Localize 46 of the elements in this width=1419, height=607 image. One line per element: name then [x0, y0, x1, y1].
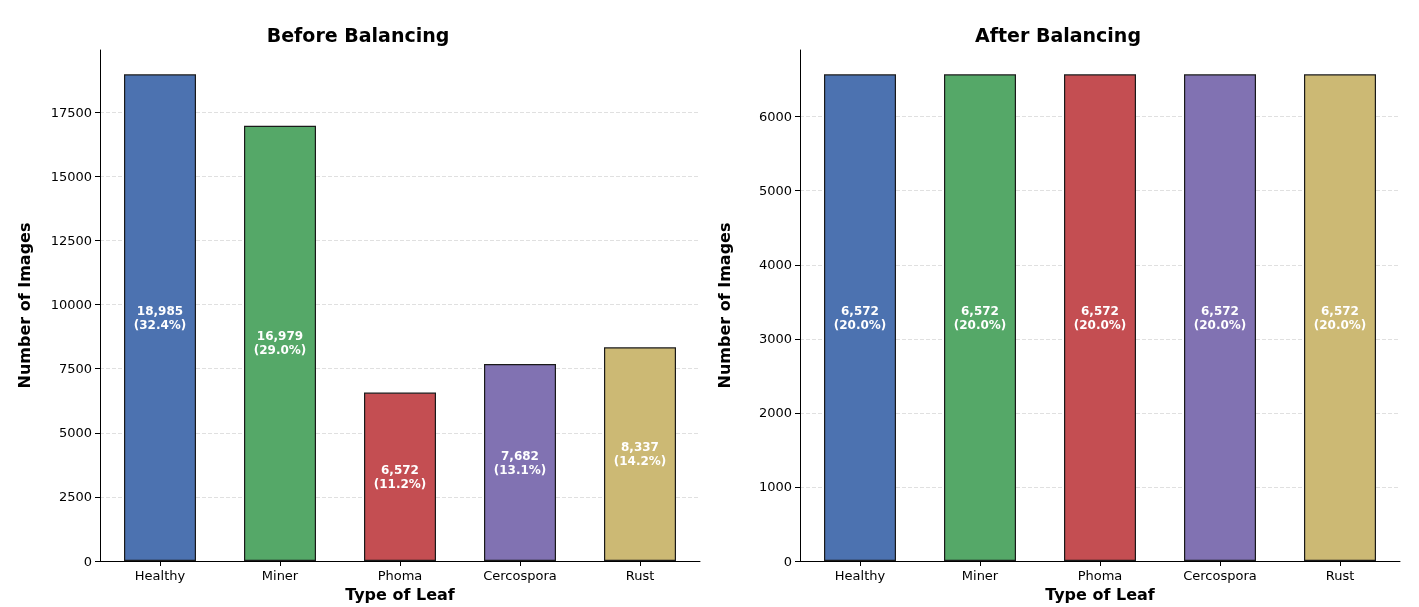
data-label: 6,572 (20.0%): [953, 303, 1007, 332]
y-tick-label: 0: [83, 553, 92, 569]
data-label: 16,979 (29.0%): [253, 329, 307, 358]
chart-title: Before Balancing: [266, 23, 450, 46]
x-tick-label: Healthy: [134, 568, 186, 583]
y-tick-label: 17500: [50, 104, 92, 120]
data-label: 18,985 (32.4%): [133, 303, 187, 332]
bar: [484, 364, 556, 561]
y-tick-label: 2000: [758, 405, 792, 421]
bar: [604, 347, 676, 561]
data-label: 6,572 (20.0%): [1073, 303, 1127, 332]
x-tick-label: Cercospora: [1183, 568, 1257, 583]
x-tick-label: Phoma: [377, 568, 423, 583]
y-tick-label: 1000: [758, 479, 792, 495]
data-label: 6,572 (20.0%): [1313, 303, 1367, 332]
y-tick-label: 2500: [58, 489, 92, 505]
x-tick-label: Cercospora: [483, 568, 557, 583]
x-tick-label: Miner: [261, 568, 299, 583]
x-tick-label: Healthy: [834, 568, 886, 583]
x-tick-label: Phoma: [1077, 568, 1123, 583]
x-tick-label: Miner: [961, 568, 999, 583]
y-tick-label: 5000: [758, 183, 792, 199]
y-tick-label: 0: [783, 553, 792, 569]
x-axis-title: Type of Leaf: [345, 585, 456, 605]
bar: [124, 74, 196, 561]
y-tick-label: 10000: [50, 297, 92, 313]
y-axis-title: Number of Images: [14, 222, 34, 389]
data-label: 7,682 (13.1%): [493, 448, 547, 477]
y-axis-title: Number of Images: [714, 222, 734, 389]
y-tick-label: 3000: [758, 331, 792, 347]
data-label: 6,572 (20.0%): [1193, 303, 1247, 332]
data-label: 6,572 (11.2%): [373, 462, 427, 491]
bar: [364, 392, 436, 561]
chart-title: After Balancing: [975, 23, 1141, 46]
y-tick-label: 7500: [58, 361, 92, 377]
data-label: 6,572 (20.0%): [833, 303, 887, 332]
y-tick-label: 12500: [50, 233, 92, 249]
bar: [244, 125, 316, 561]
x-axis-title: Type of Leaf: [1045, 585, 1156, 605]
x-tick-label: Rust: [625, 568, 655, 583]
y-tick-label: 6000: [758, 109, 792, 125]
y-tick-label: 4000: [758, 257, 792, 273]
y-tick-label: 5000: [58, 425, 92, 441]
x-tick-label: Rust: [1325, 568, 1355, 583]
data-label: 8,337 (14.2%): [613, 440, 667, 469]
y-tick-label: 15000: [50, 168, 92, 184]
